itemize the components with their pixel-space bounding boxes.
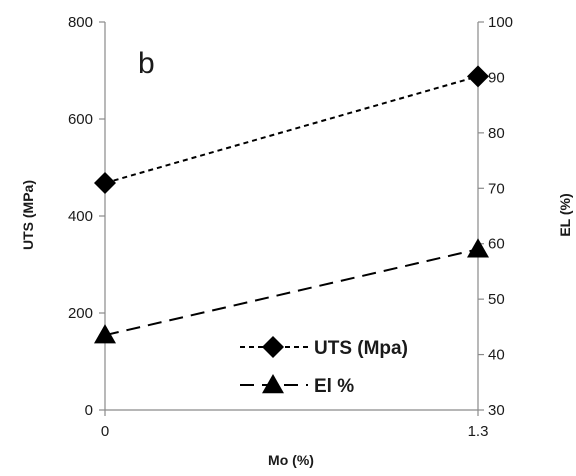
left-tick-label: 200 (68, 305, 93, 322)
right-tick-label: 100 (488, 14, 513, 31)
left-tick-label: 0 (85, 402, 93, 419)
left-tick-label: 400 (68, 208, 93, 225)
right-tick-label: 50 (488, 291, 505, 308)
legend-marker-diamond (262, 336, 284, 358)
ticks: 0 200 400 600 800 30 40 50 60 70 80 90 100 0 1.3 (68, 14, 513, 440)
right-tick-label: 30 (488, 402, 505, 419)
data-point-uts (467, 65, 489, 88)
left-tick-label: 600 (68, 111, 93, 128)
x-tick-label: 1.3 (468, 423, 489, 440)
right-y-axis-label: EL (%) (557, 193, 573, 236)
right-tick-label: 40 (488, 347, 505, 364)
data-point-uts (94, 172, 116, 195)
legend-label: El % (314, 376, 354, 397)
right-tick-label: 70 (488, 180, 505, 197)
series-line-el (104, 248, 479, 337)
x-axis-label: Mo (%) (268, 452, 314, 468)
series-line-uts (104, 75, 479, 184)
data-point-el (94, 324, 116, 344)
x-tick-label: 0 (101, 423, 109, 440)
left-tick-label: 800 (68, 14, 93, 31)
legend-marker-triangle (262, 374, 284, 394)
right-tick-label: 80 (488, 125, 505, 142)
right-tick-label: 90 (488, 69, 505, 86)
legend: UTS (Mpa) El % (240, 336, 408, 397)
series-layer (94, 65, 489, 344)
panel-label: b (138, 47, 155, 80)
data-point-el (467, 238, 489, 258)
legend-label: UTS (Mpa) (314, 338, 408, 359)
right-tick-label: 60 (488, 236, 505, 253)
left-y-axis-label: UTS (MPa) (20, 180, 36, 250)
axes (104, 22, 479, 411)
